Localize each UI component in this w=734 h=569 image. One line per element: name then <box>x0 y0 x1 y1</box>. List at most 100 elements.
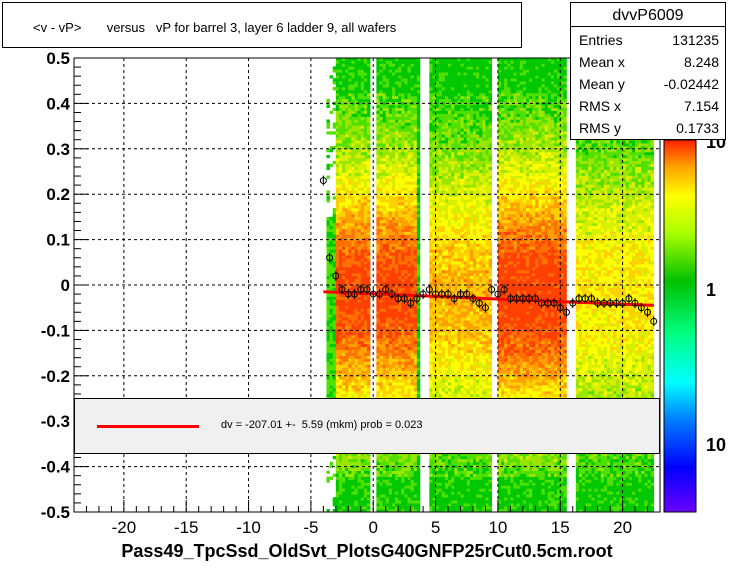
heatmap-cell <box>410 181 415 185</box>
heatmap-cell <box>357 72 362 76</box>
heatmap-cell <box>395 500 399 504</box>
heatmap-cell <box>335 107 340 111</box>
heatmap-cell <box>326 382 330 386</box>
heatmap-cell <box>413 385 418 389</box>
heatmap-cell <box>345 113 349 117</box>
heatmap-cell <box>429 184 433 188</box>
heatmap-cell <box>385 278 390 283</box>
heatmap-cell <box>335 326 340 330</box>
heatmap-cell <box>363 473 368 477</box>
heatmap-cell <box>391 151 396 156</box>
heatmap-cell <box>410 488 415 492</box>
heatmap-cell <box>332 278 337 283</box>
heatmap-cell <box>357 216 362 221</box>
heatmap-cell <box>363 308 368 312</box>
heatmap-cell <box>435 382 439 386</box>
heatmap-cell <box>342 503 346 507</box>
heatmap-cell <box>351 210 355 215</box>
heatmap-cell <box>404 131 408 135</box>
heatmap-cell <box>432 81 436 85</box>
heatmap-cell <box>348 222 352 227</box>
heatmap-cell <box>395 208 399 212</box>
heatmap-cell <box>404 196 408 200</box>
heatmap-cell <box>338 452 343 457</box>
heatmap-cell <box>391 234 396 238</box>
heatmap-cell <box>357 388 362 392</box>
heatmap-cell <box>363 491 368 495</box>
heatmap-cell <box>432 205 436 209</box>
heatmap-cell <box>438 208 443 212</box>
heatmap-cell <box>395 331 399 336</box>
heatmap-cell <box>407 382 411 386</box>
heatmap-cell <box>441 275 446 280</box>
heatmap-cell <box>395 237 399 241</box>
heatmap-cell <box>410 388 415 392</box>
heatmap-cell <box>401 237 405 241</box>
heatmap-cell <box>429 329 433 333</box>
heatmap-cell <box>432 320 436 324</box>
heatmap-cell <box>398 479 402 483</box>
heatmap-cell <box>342 196 346 200</box>
heatmap-cell <box>342 314 346 318</box>
heatmap-cell <box>329 216 334 221</box>
heatmap-cell <box>342 166 346 170</box>
heatmap-cell <box>432 98 436 103</box>
heatmap-cell <box>407 346 411 350</box>
heatmap-cell <box>335 81 340 85</box>
heatmap-cell <box>398 290 402 294</box>
heatmap-cell <box>357 172 362 176</box>
heatmap-cell <box>360 151 365 156</box>
heatmap-cell <box>407 249 411 253</box>
heatmap-cell <box>351 340 355 345</box>
heatmap-cell <box>382 355 387 359</box>
heatmap-cell <box>435 461 439 466</box>
heatmap-cell <box>348 393 352 398</box>
heatmap-cell <box>385 66 390 70</box>
heatmap-cell <box>441 370 446 374</box>
heatmap-cell <box>360 317 365 321</box>
heatmap-cell <box>338 314 343 318</box>
heatmap-cell <box>435 172 439 176</box>
heatmap-cell <box>332 87 337 91</box>
heatmap-cell <box>410 113 415 117</box>
heatmap-cell <box>391 166 396 170</box>
heatmap-cell <box>441 317 446 321</box>
heatmap-cell <box>435 216 439 221</box>
heatmap-cell <box>376 278 380 283</box>
heatmap-cell <box>376 101 380 106</box>
heatmap-cell <box>435 370 439 374</box>
heatmap-cell <box>335 506 340 510</box>
heatmap-cell <box>438 346 443 350</box>
heatmap-cell <box>357 364 362 368</box>
heatmap-cell <box>363 190 368 194</box>
heatmap-cell <box>388 196 393 200</box>
heatmap-cell <box>363 275 368 280</box>
heatmap-cell <box>329 299 334 303</box>
heatmap-cell <box>357 264 362 268</box>
heatmap-cell <box>354 299 358 303</box>
heatmap-cell <box>388 506 393 510</box>
heatmap-cell <box>385 323 390 327</box>
heatmap-cell <box>360 199 365 203</box>
heatmap-cell <box>413 95 418 100</box>
heatmap-cell <box>388 281 393 286</box>
heatmap-cell <box>348 210 352 215</box>
heatmap-cell <box>413 140 418 144</box>
heatmap-cell <box>329 311 334 315</box>
heatmap-cell <box>332 388 337 392</box>
heatmap-cell <box>342 320 346 324</box>
heatmap-cell <box>332 379 337 383</box>
heatmap-cell <box>441 334 446 339</box>
heatmap-cell <box>367 367 371 371</box>
heatmap-cell <box>435 361 439 365</box>
heatmap-cell <box>360 497 365 501</box>
heatmap-cell <box>435 196 439 200</box>
heatmap-cell <box>410 166 415 170</box>
heatmap-cell <box>435 202 439 206</box>
heatmap-cell <box>435 379 439 383</box>
heatmap-cell <box>395 216 399 221</box>
heatmap-cell <box>382 208 387 212</box>
heatmap-cell <box>407 270 411 274</box>
heatmap-cell <box>357 255 362 259</box>
heatmap-cell <box>413 57 418 61</box>
